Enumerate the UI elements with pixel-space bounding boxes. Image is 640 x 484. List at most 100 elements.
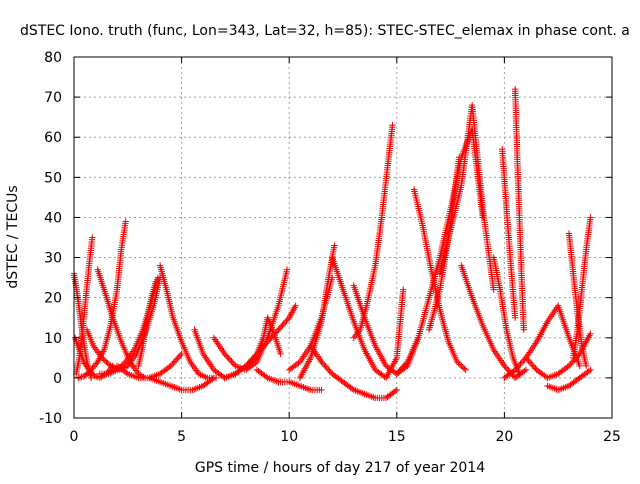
data-point	[229, 359, 236, 367]
data-point	[123, 369, 130, 376]
data-point	[576, 362, 583, 370]
data-point	[325, 366, 332, 373]
y-tick-label: 30	[44, 251, 62, 267]
data-point	[140, 373, 147, 381]
data-point	[526, 359, 534, 366]
tick-layer: 0 5 10 15 20 25 -10 0 10 20 30 40 50 60 70 80	[39, 50, 621, 445]
data-point	[241, 363, 248, 371]
data-point	[521, 367, 528, 375]
data-series	[350, 121, 396, 341]
data-point	[101, 357, 109, 364]
data-series	[210, 266, 291, 374]
data-point	[587, 214, 594, 221]
data-point	[283, 266, 291, 273]
data-series	[135, 278, 159, 370]
data-point	[175, 353, 183, 361]
data-point	[355, 328, 363, 335]
data-point	[400, 286, 407, 293]
data-point	[173, 356, 180, 364]
data-point	[511, 366, 519, 374]
data-point	[284, 316, 292, 323]
data-point	[166, 363, 173, 371]
data-point	[326, 367, 333, 375]
data-point	[242, 362, 250, 370]
data-point	[78, 373, 85, 381]
data-point	[582, 362, 590, 370]
data-point	[510, 367, 517, 375]
data-point	[564, 363, 571, 371]
data-series	[296, 242, 338, 382]
data-point	[587, 366, 594, 374]
data-point	[272, 329, 279, 336]
data-point	[275, 326, 282, 333]
data-point	[225, 355, 232, 362]
data-series	[501, 302, 583, 382]
data-layer	[70, 85, 594, 402]
data-point	[524, 356, 531, 363]
data-point	[528, 360, 535, 368]
data-point	[568, 359, 575, 367]
data-point	[255, 349, 262, 356]
data-point	[392, 387, 399, 395]
data-point	[353, 331, 360, 338]
data-point	[400, 363, 407, 370]
data-point	[461, 365, 468, 372]
data-point	[511, 314, 519, 321]
data-point	[267, 335, 274, 342]
data-point	[398, 364, 406, 372]
data-point	[82, 361, 90, 369]
y-tick-label: 0	[53, 371, 62, 387]
data-point	[525, 357, 532, 365]
data-point	[565, 362, 573, 370]
y-tick-label: 40	[44, 210, 62, 226]
data-point	[453, 358, 461, 366]
data-point	[90, 363, 97, 370]
grid-layer	[74, 57, 612, 418]
data-point	[516, 370, 523, 378]
data-point	[513, 365, 520, 372]
data-series	[436, 101, 497, 293]
data-point	[280, 320, 288, 327]
data-point	[76, 374, 84, 381]
data-point	[119, 361, 126, 368]
data-point	[248, 356, 255, 364]
data-point	[100, 355, 107, 363]
data-point	[264, 338, 271, 345]
y-tick-label: -10	[39, 411, 62, 427]
data-point	[279, 322, 286, 329]
data-point	[154, 274, 162, 281]
data-point	[171, 358, 179, 365]
data-point	[271, 331, 278, 338]
data-point	[462, 366, 469, 374]
chart-title: dSTEC Iono. truth (func, Lon=343, Lat=32…	[20, 23, 630, 39]
data-point	[322, 363, 329, 370]
data-series	[221, 314, 284, 382]
data-point	[88, 366, 95, 374]
data-series	[72, 234, 96, 378]
x-tick-label: 25	[603, 429, 621, 445]
data-point	[276, 325, 283, 332]
data-point	[253, 350, 261, 358]
data-series	[329, 254, 407, 382]
data-point	[121, 359, 128, 367]
data-point	[520, 326, 527, 333]
data-point	[228, 358, 235, 365]
y-tick-label: 50	[44, 170, 62, 186]
data-point	[245, 359, 253, 367]
data-point	[263, 340, 270, 347]
data-point	[103, 358, 110, 366]
data-point	[273, 328, 281, 335]
data-point	[246, 358, 254, 365]
data-point	[222, 352, 230, 359]
data-series	[242, 302, 299, 370]
data-point	[277, 350, 284, 358]
data-point	[459, 363, 466, 371]
data-point	[251, 353, 258, 361]
plot-frame	[73, 56, 613, 419]
data-point	[522, 354, 530, 362]
data-point	[283, 317, 290, 324]
data-point	[318, 358, 325, 366]
data-point	[265, 337, 273, 344]
data-point	[490, 286, 497, 293]
y-axis-label: dSTEC / TECUs	[5, 185, 21, 288]
